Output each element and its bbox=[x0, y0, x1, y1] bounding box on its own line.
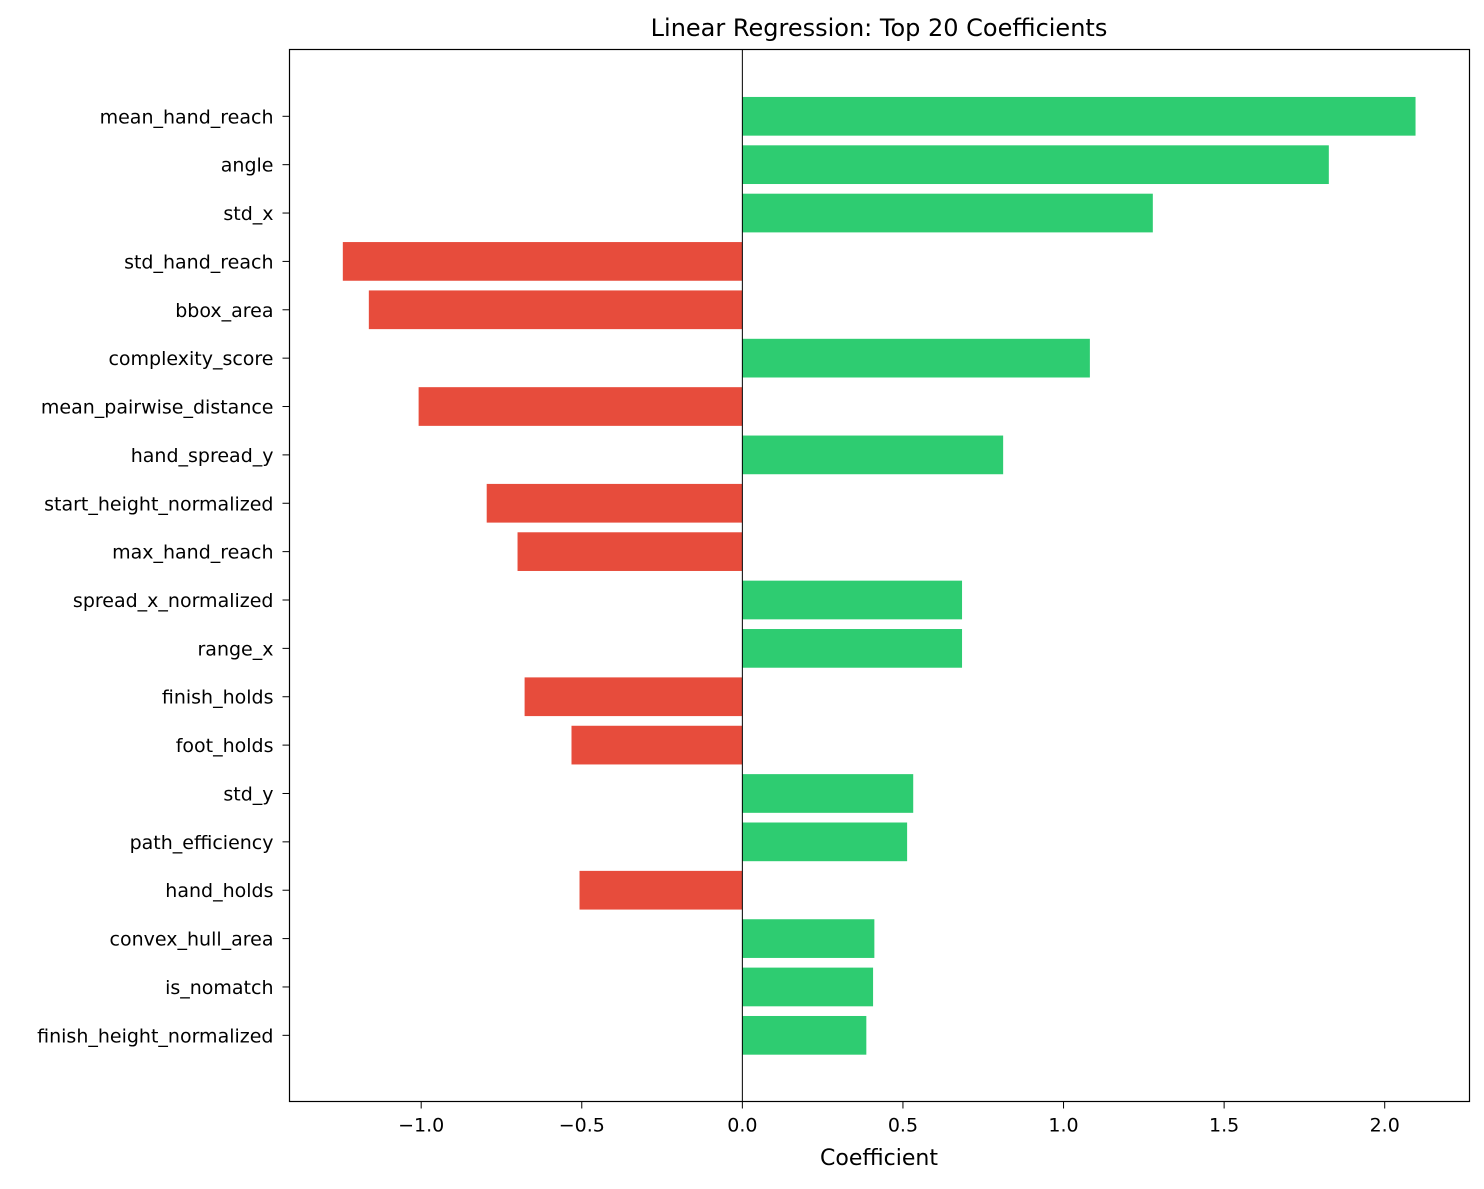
x-tick-label: 2.0 bbox=[1370, 1115, 1400, 1137]
bar-mean_hand_reach bbox=[742, 96, 1416, 136]
y-tick-label: std_x bbox=[223, 203, 273, 225]
y-tick-label: finish_height_normalized bbox=[37, 1025, 273, 1047]
y-tick-label: start_height_normalized bbox=[44, 493, 273, 515]
bar-range_x bbox=[742, 629, 963, 668]
bar-hand_spread_y bbox=[742, 435, 1004, 475]
bar-max_hand_reach bbox=[517, 532, 743, 571]
bar-foot_holds bbox=[571, 725, 743, 765]
y-tick-label: std_hand_reach bbox=[124, 251, 273, 273]
y-tick-label: mean_hand_reach bbox=[100, 106, 274, 128]
bar-angle bbox=[742, 145, 1329, 185]
y-tick-label: std_y bbox=[223, 783, 273, 805]
y-tick-label: complexity_score bbox=[108, 348, 273, 370]
y-tick-label: hand_holds bbox=[165, 880, 273, 902]
y-tick-label: max_hand_reach bbox=[112, 542, 273, 564]
bar-finish_holds bbox=[524, 677, 743, 717]
bar-std_hand_reach bbox=[342, 242, 743, 281]
y-tick-label: hand_spread_y bbox=[131, 445, 274, 467]
bar-convex_hull_area bbox=[742, 919, 875, 958]
x-tick-label: −1.0 bbox=[398, 1115, 444, 1137]
bar-mean_pairwise_distance bbox=[418, 387, 743, 426]
bar-is_nomatch bbox=[742, 967, 874, 1007]
y-tick-label: mean_pairwise_distance bbox=[41, 397, 274, 419]
y-tick-label: angle bbox=[221, 155, 274, 177]
y-tick-label: bbox_area bbox=[175, 300, 273, 322]
bar-complexity_score bbox=[742, 338, 1090, 378]
x-tick-label: 0.5 bbox=[888, 1115, 918, 1137]
x-tick-label: 1.5 bbox=[1209, 1115, 1239, 1137]
bar-path_efficiency bbox=[742, 822, 908, 862]
x-axis-label: Coefficient bbox=[820, 1146, 938, 1171]
bar-std_x bbox=[742, 193, 1153, 233]
y-tick-label: finish_holds bbox=[162, 687, 274, 709]
y-tick-label: is_nomatch bbox=[165, 977, 273, 999]
y-tick-label: spread_x_normalized bbox=[73, 590, 274, 612]
x-tick-label: 1.0 bbox=[1048, 1115, 1078, 1137]
plot-frame bbox=[288, 48, 1471, 1103]
x-tick-label: 0.0 bbox=[727, 1115, 757, 1137]
bar-hand_holds bbox=[579, 870, 743, 910]
bar-std_y bbox=[742, 774, 914, 813]
bar-start_height_normalized bbox=[486, 483, 743, 523]
bar-bbox_area bbox=[368, 290, 743, 330]
y-tick-label: range_x bbox=[198, 638, 274, 660]
y-tick-label: path_efficiency bbox=[130, 832, 274, 854]
bar-spread_x_normalized bbox=[742, 580, 963, 620]
y-tick-label: foot_holds bbox=[176, 735, 274, 757]
y-tick-label: convex_hull_area bbox=[110, 929, 274, 951]
bar-finish_height_normalized bbox=[742, 1015, 867, 1055]
x-tick-label: −0.5 bbox=[559, 1115, 605, 1137]
chart-title: Linear Regression: Top 20 Coefficients bbox=[651, 14, 1108, 42]
